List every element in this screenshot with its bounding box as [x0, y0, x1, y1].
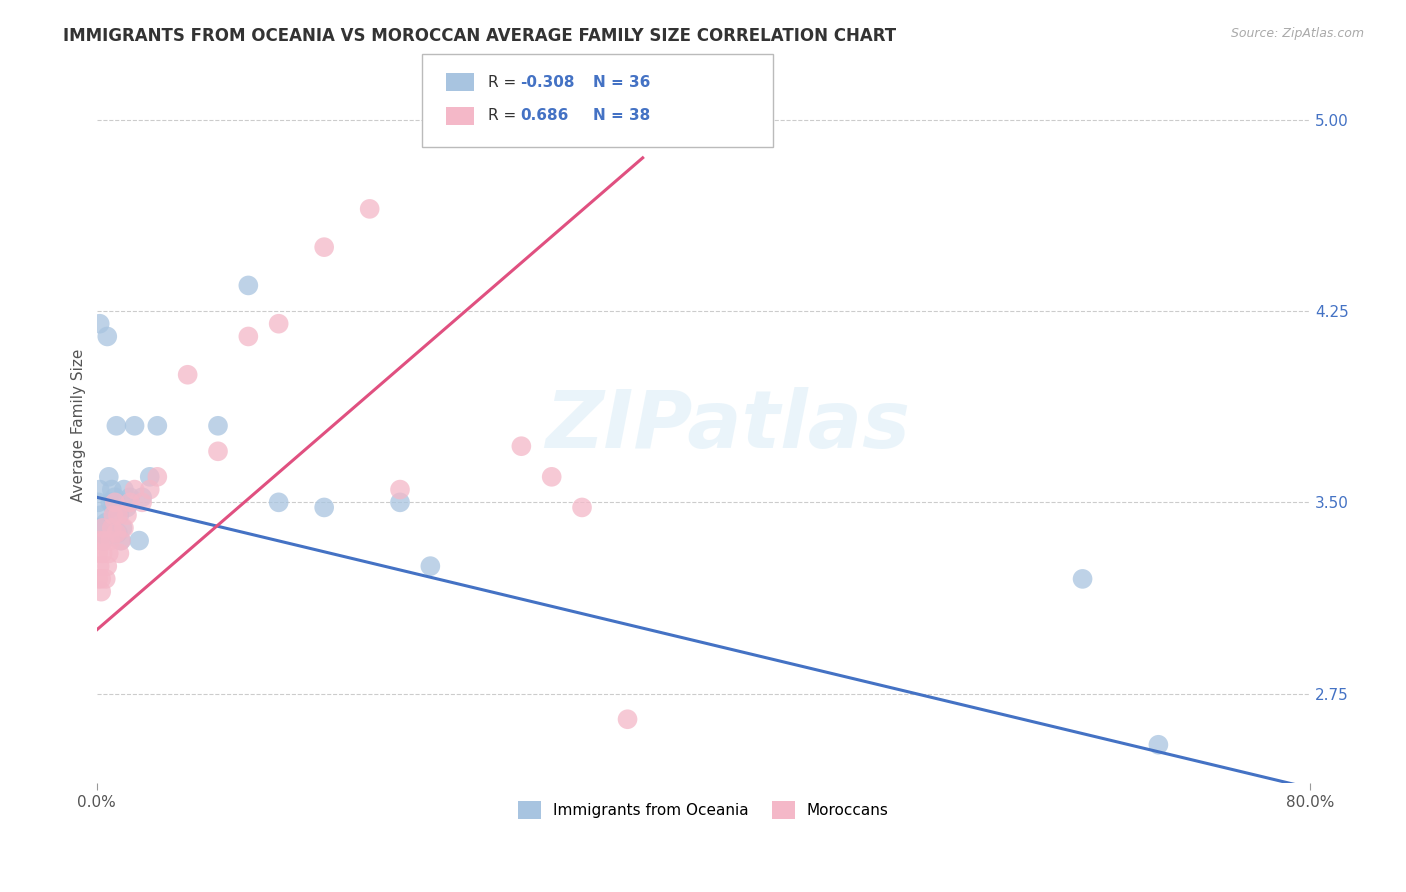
Point [89, 559, 111, 574]
Point [104, 495, 127, 509]
Point [419, 559, 441, 574]
Point [98, 495, 121, 509]
Point [146, 470, 169, 484]
Point [107, 525, 129, 540]
Point [1071, 572, 1094, 586]
Point [110, 533, 132, 548]
Point [87, 546, 110, 560]
Text: 0.686: 0.686 [520, 109, 568, 123]
Point [115, 508, 138, 522]
Point [139, 470, 162, 484]
Point [103, 500, 125, 515]
Text: Source: ZipAtlas.com: Source: ZipAtlas.com [1230, 27, 1364, 40]
Point [124, 418, 146, 433]
Point [89, 483, 111, 497]
Point [101, 521, 124, 535]
Legend: Immigrants from Oceania, Moroccans: Immigrants from Oceania, Moroccans [512, 795, 894, 825]
Point [112, 521, 135, 535]
Point [118, 490, 141, 504]
Point [110, 533, 132, 548]
Point [131, 495, 153, 509]
Point [118, 495, 141, 509]
Point [115, 500, 138, 515]
Text: IMMIGRANTS FROM OCEANIA VS MOROCCAN AVERAGE FAMILY SIZE CORRELATION CHART: IMMIGRANTS FROM OCEANIA VS MOROCCAN AVER… [63, 27, 897, 45]
Text: R =: R = [488, 75, 522, 89]
Point [90, 572, 112, 586]
Point [389, 495, 412, 509]
Point [97, 470, 120, 484]
Point [108, 508, 131, 522]
Point [96, 329, 118, 343]
Text: N = 36: N = 36 [593, 75, 651, 89]
Point [314, 240, 336, 254]
Point [107, 508, 129, 522]
Point [94, 572, 117, 586]
Point [94, 516, 117, 530]
Point [389, 483, 412, 497]
Point [571, 500, 593, 515]
Point [359, 202, 381, 216]
Text: -0.308: -0.308 [520, 75, 575, 89]
Point [176, 368, 198, 382]
Point [540, 470, 562, 484]
Point [90, 525, 112, 540]
Point [510, 439, 533, 453]
Point [91, 521, 114, 535]
Point [87, 572, 110, 586]
Point [104, 490, 127, 504]
Point [238, 278, 260, 293]
Point [108, 546, 131, 560]
Point [93, 521, 115, 535]
Point [97, 546, 120, 560]
Point [616, 712, 638, 726]
Point [90, 508, 112, 522]
Point [124, 483, 146, 497]
Point [90, 584, 112, 599]
Point [128, 533, 150, 548]
Point [238, 329, 260, 343]
Point [139, 483, 162, 497]
Point [1147, 738, 1170, 752]
Point [267, 317, 290, 331]
Text: N = 38: N = 38 [593, 109, 651, 123]
Point [112, 483, 135, 497]
Point [89, 317, 111, 331]
Point [101, 483, 124, 497]
Point [87, 521, 110, 535]
Point [89, 533, 111, 548]
Point [93, 533, 115, 548]
Text: ZIPatlas: ZIPatlas [546, 387, 910, 465]
Point [87, 495, 110, 509]
Point [207, 418, 229, 433]
Point [314, 500, 336, 515]
Point [111, 521, 134, 535]
Point [207, 444, 229, 458]
Y-axis label: Average Family Size: Average Family Size [72, 349, 86, 502]
Point [91, 533, 114, 548]
Point [105, 525, 128, 540]
Text: R =: R = [488, 109, 522, 123]
Point [105, 418, 128, 433]
Point [267, 495, 290, 509]
Point [131, 490, 153, 504]
Point [91, 546, 114, 560]
Point [103, 508, 125, 522]
Point [146, 418, 169, 433]
Point [96, 559, 118, 574]
Point [98, 533, 121, 548]
